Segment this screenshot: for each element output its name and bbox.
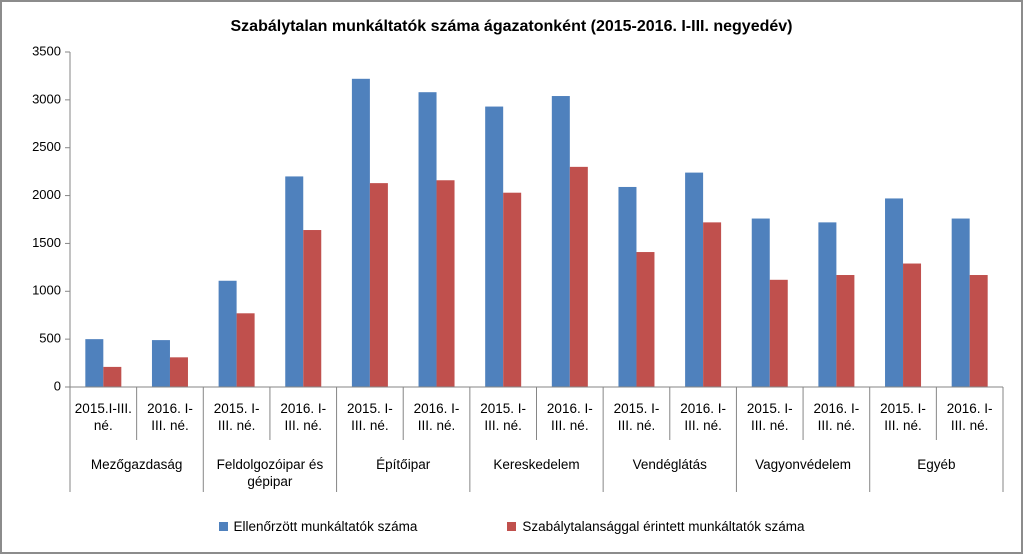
group-label: Kereskedelem [493,457,580,472]
group-label: Vendéglátás [632,457,707,472]
bar [351,78,370,388]
bar [103,366,122,387]
legend-label: Ellenőrzött munkáltatók száma [233,519,418,534]
x-tick-label: 2016. I-III. né. [946,401,993,433]
y-tick-label: 3500 [32,43,61,58]
bar [285,176,304,387]
bar [85,339,104,387]
bar [636,252,655,387]
y-tick-label: 3000 [32,91,61,106]
y-tick-label: 2000 [32,187,61,202]
y-tick-label: 1000 [32,283,61,298]
x-tick-label: 2015. I-III. né. [880,401,926,433]
y-tick-label: 1500 [32,235,61,250]
bar [618,186,637,387]
bar [169,357,188,387]
y-tick-label: 0 [54,378,61,393]
x-tick-label: 2015. I-III. né. [746,401,793,433]
x-tick-label: 2016. I-III. né. [280,401,327,433]
group-label: Építőipar [376,457,431,472]
chart-title: Szabálytalan munkáltatók száma ágazatonk… [230,18,793,35]
bar [303,230,322,387]
bar [369,183,388,387]
bar [236,313,255,387]
group-label: Vagyonvédelem [755,457,851,472]
x-tick-label: 2015.I-III. né. [74,401,132,433]
group-label: Egyéb [917,457,956,472]
bar [503,192,522,387]
legend-swatch [507,522,517,531]
x-tick-label: 2015. I-III. né. [613,401,660,433]
bar [969,275,988,387]
bar [485,106,504,388]
x-tick-label: 2015. I-III. né. [213,401,260,433]
x-tick-label: 2016. I-III. né. [546,401,593,433]
group-label: Mezőgazdaság [90,457,183,472]
x-tick-label: 2016. I-III. né. [680,401,726,433]
x-tick-label: 2016. I-III. né. [813,401,860,433]
x-tick-label: 2015. I-III. né. [480,401,527,433]
legend-item: Ellenőrzött munkáltatók száma [218,519,418,534]
legend-swatch [218,522,228,531]
bar [836,275,855,387]
bar [569,166,588,387]
bar [436,180,455,387]
bar [218,280,237,387]
legend: Ellenőrzött munkáltatók száma Szabálytala… [2,519,1021,534]
bar [769,279,788,387]
bar [551,96,570,388]
group-label: Feldolgozóipar és gépipar [216,457,324,489]
bar [418,92,437,387]
x-tick-label: 2015. I-III. né. [346,401,393,433]
bar [151,340,170,387]
bar [951,218,970,387]
bar [903,263,922,387]
bar [685,172,704,387]
legend-item: Szabálytalansággal érintett munkáltatók … [507,519,805,534]
x-tick-label: 2016. I-III. né. [413,401,460,433]
bar [818,222,837,387]
y-tick-label: 500 [39,331,61,346]
y-tick-label: 2500 [32,139,61,154]
bar [885,198,904,387]
bar [751,218,770,387]
x-tick-label: 2016. I-III. né. [147,401,193,433]
bar [703,222,722,387]
legend-label: Szabálytalansággal érintett munkáltatók … [522,519,805,534]
